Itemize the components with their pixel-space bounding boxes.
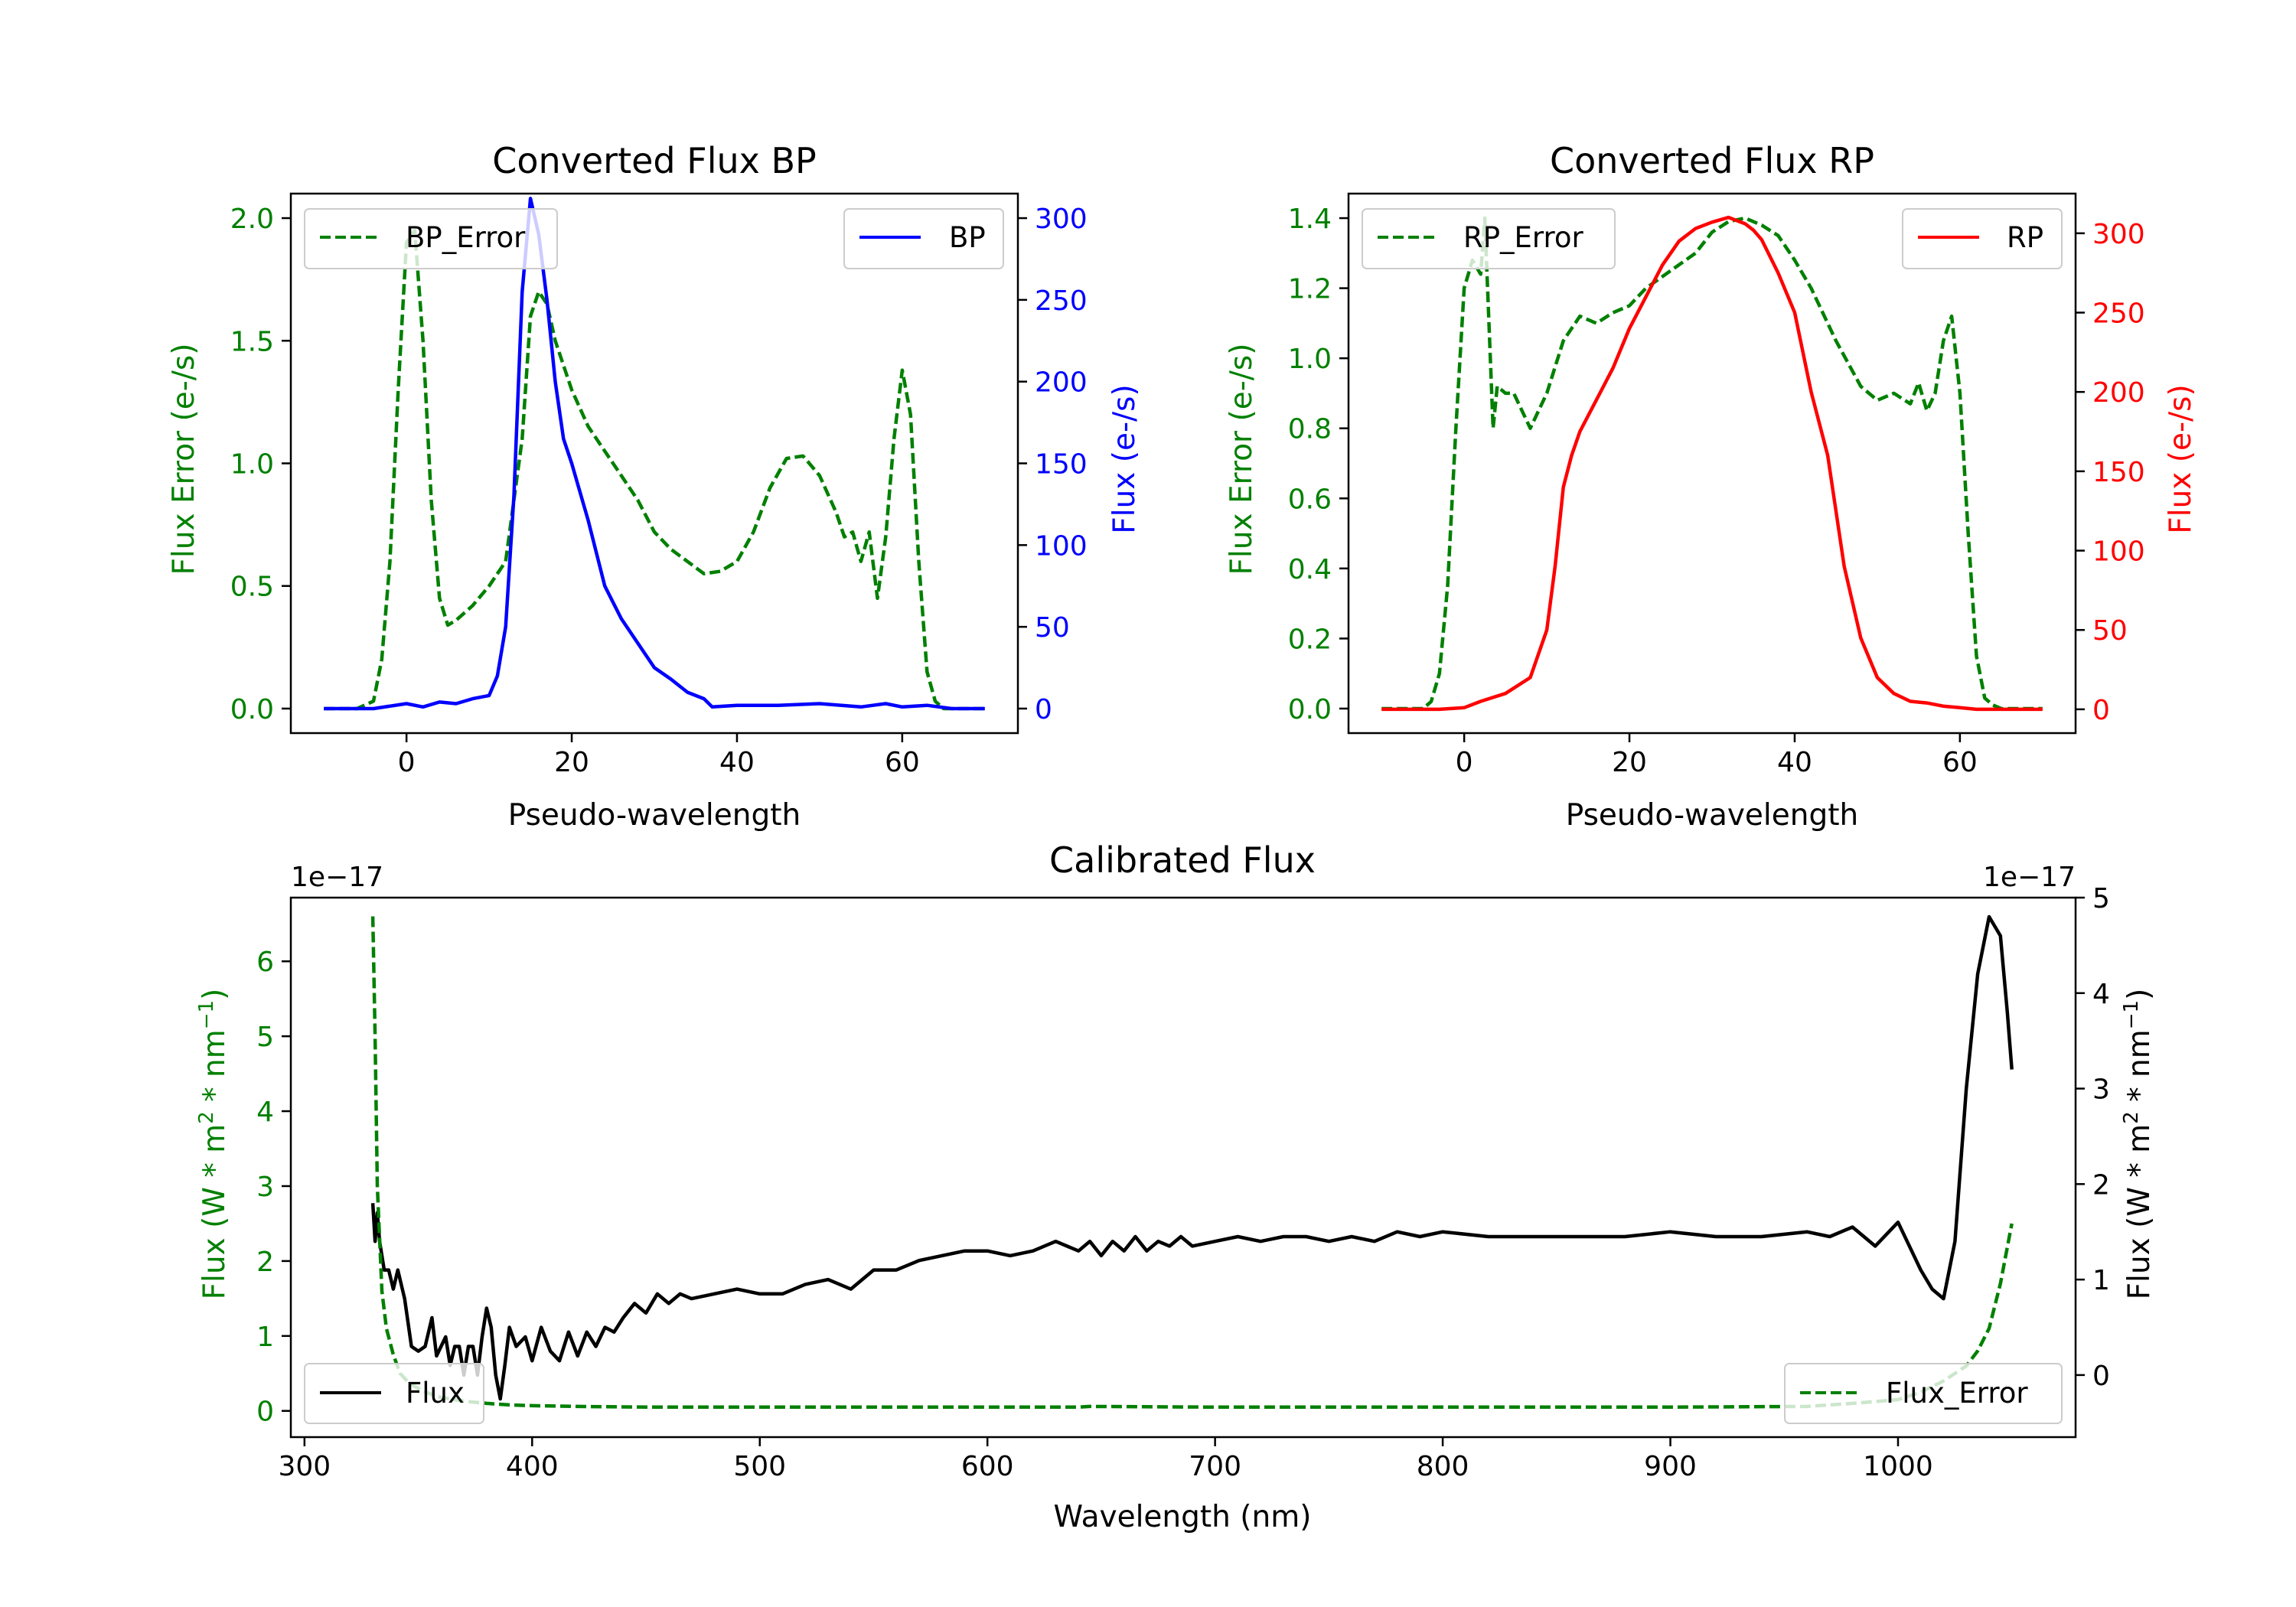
x-tick-label: 900 [1644, 1451, 1697, 1482]
left-tick-label: 0.8 [1288, 414, 1332, 445]
bp-series-bp-error [324, 228, 985, 711]
right-tick-label: 200 [2092, 377, 2145, 409]
cal-axes-frame [289, 896, 2077, 1439]
x-tick-label: 1000 [1863, 1451, 1933, 1482]
legend-label: RP_Error [1463, 221, 1583, 254]
calibrated-panel: Calibrated Flux Wavelength (nm) Flux (W … [195, 839, 2157, 1534]
rp-left-axis-label: Flux Error (e-/s) [1225, 344, 1259, 575]
bp-series-bp [324, 197, 985, 711]
bp-left-axis-label: Flux Error (e-/s) [167, 344, 201, 575]
left-tick-label: 1.0 [230, 449, 274, 481]
left-tick-label: 0.5 [230, 572, 274, 603]
x-tick-label: 300 [278, 1451, 331, 1482]
rp-legend-error: RP_Error [1362, 208, 1616, 269]
legend-box [304, 208, 558, 269]
legend-box [304, 1363, 484, 1424]
left-tick-label: 1 [256, 1322, 274, 1353]
left-tick-label: 5 [256, 1022, 274, 1053]
bp-panel: Converted Flux BP Pseudo-wavelength Flux… [167, 140, 1142, 833]
bp-plot-area [324, 197, 985, 711]
x-tick-label: 60 [1942, 747, 1978, 778]
cal-right-axis-label: Flux (W * m2 * nm−1) [2120, 989, 2157, 1300]
x-tick-label: 800 [1417, 1451, 1469, 1482]
x-tick-label: 400 [506, 1451, 559, 1482]
right-tick-label: 1 [2092, 1265, 2110, 1296]
legend-label: BP [949, 221, 986, 254]
left-tick-label: 6 [256, 947, 274, 978]
x-tick-label: 40 [719, 747, 755, 778]
left-tick-label: 3 [256, 1172, 274, 1203]
rp-axes-frame [1347, 192, 2077, 735]
right-tick-label: 100 [1035, 530, 1088, 562]
rp-series-rp [1381, 215, 2043, 712]
left-tick-label: 1.2 [1288, 274, 1332, 305]
x-tick-label: 20 [1612, 747, 1647, 778]
cal-left-offset-label: 1e−17 [291, 862, 383, 893]
bp-right-axis-label: Flux (e-/s) [1107, 384, 1142, 533]
left-tick-label: 0.0 [230, 694, 274, 725]
x-tick-label: 40 [1777, 747, 1812, 778]
legend-box [843, 208, 1004, 269]
right-tick-label: 100 [2092, 536, 2145, 568]
rp-right-axis-label: Flux (e-/s) [2164, 384, 2198, 533]
right-tick-label: 150 [1035, 449, 1088, 481]
legend-label: Flux_Error [1886, 1377, 2028, 1410]
rp-panel: Converted Flux RP Pseudo-wavelength Flux… [1225, 140, 2198, 833]
cal-x-axis-label: Wavelength (nm) [1054, 1500, 1312, 1534]
right-tick-label: 150 [2092, 457, 2145, 488]
left-tick-label: 0.6 [1288, 484, 1332, 515]
cal-series-flux [370, 914, 2014, 1401]
legend-box [1784, 1363, 2063, 1424]
bp-legend-error: BP_Error [304, 208, 558, 269]
legend-box [1362, 208, 1616, 269]
cal-legend-flux: Flux [304, 1363, 484, 1424]
bp-x-axis-label: Pseudo-wavelength [508, 798, 801, 833]
cal-legend-error: Flux_Error [1784, 1363, 2063, 1424]
right-tick-label: 0 [2092, 695, 2110, 726]
right-tick-label: 250 [1035, 285, 1088, 317]
left-tick-label: 2.0 [230, 204, 274, 235]
left-tick-label: 1.0 [1288, 344, 1332, 375]
right-tick-label: 50 [1035, 612, 1070, 644]
right-tick-label: 0 [1035, 694, 1052, 725]
x-tick-label: 0 [398, 747, 416, 778]
x-tick-label: 700 [1189, 1451, 1241, 1482]
cal-right-offset-label: 1e−17 [1983, 862, 2076, 893]
bp-title: Converted Flux BP [492, 140, 817, 181]
left-tick-label: 4 [256, 1097, 274, 1128]
right-tick-label: 200 [1035, 367, 1088, 399]
right-tick-label: 250 [2092, 298, 2145, 330]
right-tick-label: 50 [2092, 615, 2128, 647]
x-tick-label: 60 [885, 747, 920, 778]
right-tick-label: 300 [1035, 204, 1088, 235]
right-tick-label: 300 [2092, 219, 2145, 250]
left-tick-label: 2 [256, 1247, 274, 1278]
left-tick-label: 0.4 [1288, 554, 1332, 585]
rp-title: Converted Flux RP [1550, 140, 1874, 181]
x-tick-label: 20 [554, 747, 589, 778]
right-tick-label: 2 [2092, 1169, 2110, 1201]
bp-legend-flux: BP [843, 208, 1004, 269]
right-tick-label: 4 [2092, 979, 2110, 1010]
legend-label: BP_Error [406, 221, 526, 254]
legend-label: RP [2007, 221, 2043, 254]
x-tick-label: 500 [733, 1451, 786, 1482]
legend-label: Flux [406, 1377, 465, 1410]
left-tick-label: 1.5 [230, 326, 274, 357]
x-tick-label: 600 [961, 1451, 1014, 1482]
right-tick-label: 5 [2092, 883, 2110, 914]
left-tick-label: 0 [256, 1397, 274, 1428]
right-tick-label: 0 [2092, 1361, 2110, 1392]
left-tick-label: 0.0 [1288, 694, 1332, 725]
rp-x-axis-label: Pseudo-wavelength [1566, 798, 1858, 833]
rp-legend-flux: RP [1902, 208, 2063, 269]
left-tick-label: 1.4 [1288, 204, 1332, 235]
legend-box [1902, 208, 2063, 269]
x-tick-label: 0 [1456, 747, 1473, 778]
cal-left-axis-label: Flux (W * m2 * nm−1) [195, 989, 232, 1300]
right-tick-label: 3 [2092, 1074, 2110, 1106]
left-tick-label: 0.2 [1288, 624, 1332, 655]
cal-title: Calibrated Flux [1049, 839, 1316, 881]
